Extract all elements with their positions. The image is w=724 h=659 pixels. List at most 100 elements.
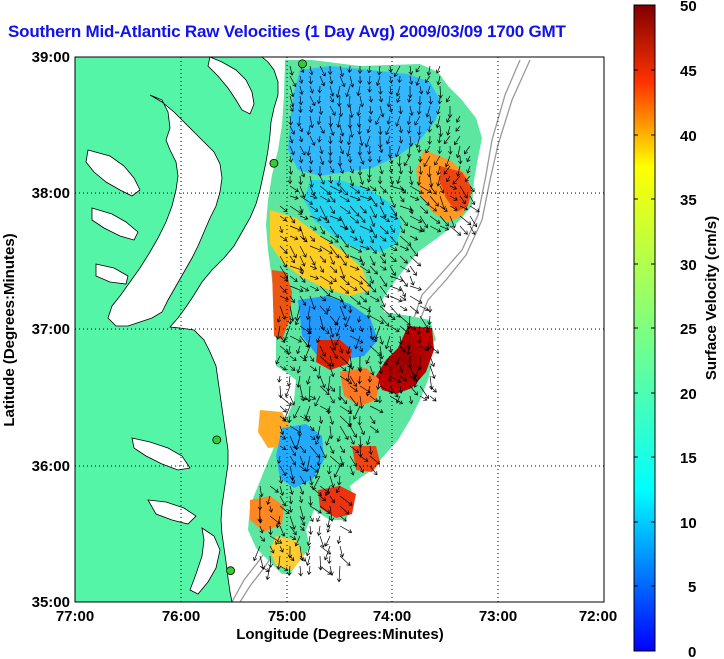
velocity-arrow	[359, 325, 364, 333]
velocity-arrow	[398, 135, 404, 144]
velocity-arrow	[415, 65, 421, 73]
velocity-arrow	[319, 535, 326, 548]
velocity-arrow	[268, 505, 274, 513]
velocity-arrow	[298, 565, 303, 577]
plot-frame	[74, 56, 605, 603]
velocity-arrow	[329, 245, 340, 259]
velocity-arrow	[289, 435, 297, 450]
velocity-arrow	[399, 205, 414, 212]
velocity-arrow	[389, 295, 403, 303]
velocity-arrow	[417, 95, 423, 106]
velocity-arrow	[346, 145, 351, 157]
velocity-arrow	[366, 125, 371, 134]
velocity-arrow	[409, 255, 422, 267]
velocity-arrow	[349, 205, 360, 217]
velocity-arrow	[349, 445, 360, 453]
velocity-arrow	[436, 175, 441, 187]
velocity-arrow	[299, 415, 308, 421]
x-tick-label: 74:00	[373, 608, 411, 625]
velocity-arrow	[349, 165, 354, 174]
velocity-arrow	[389, 385, 399, 398]
velocity-arrow	[286, 375, 292, 387]
velocity-arrow	[287, 415, 292, 424]
velocity-arrow	[399, 345, 406, 353]
velocity-arrow	[335, 325, 341, 337]
velocity-arrow	[459, 205, 469, 211]
velocity-arrow	[329, 325, 335, 338]
velocity-arrow	[349, 395, 358, 407]
velocity-arrow	[359, 195, 372, 201]
velocity-color-patch	[250, 496, 284, 532]
velocity-arrow	[339, 295, 347, 309]
velocity-arrow	[299, 285, 310, 292]
velocity-arrow	[365, 355, 371, 365]
velocity-arrow	[329, 185, 343, 193]
velocity-arrow	[339, 495, 353, 506]
velocity-arrow	[399, 295, 407, 301]
velocity-arrow	[293, 405, 301, 419]
velocity-arrow	[399, 365, 404, 374]
velocity-arrow	[279, 545, 284, 553]
velocity-arrow	[288, 165, 294, 175]
velocity-arrow	[369, 265, 378, 275]
velocity-arrow	[388, 345, 393, 354]
velocity-arrow	[279, 435, 287, 440]
velocity-arrow	[339, 285, 350, 294]
velocity-arrow	[359, 235, 364, 244]
velocity-color-patch	[270, 210, 370, 296]
velocity-arrow	[306, 385, 312, 403]
velocity-arrow	[406, 315, 412, 330]
velocity-arrow	[289, 65, 294, 76]
velocity-arrow	[407, 85, 413, 99]
velocity-arrow	[357, 125, 362, 135]
velocity-arrow	[309, 425, 315, 432]
velocity-arrow	[399, 285, 407, 298]
velocity-arrow	[288, 115, 293, 126]
velocity-arrow	[326, 375, 331, 392]
velocity-arrow	[339, 205, 351, 214]
velocity-arrow	[429, 395, 437, 402]
velocity-arrow	[359, 95, 365, 108]
velocity-arrow	[359, 215, 366, 224]
velocity-arrow	[326, 465, 332, 475]
velocity-arrow	[379, 315, 390, 327]
velocity-arrow	[308, 75, 313, 85]
velocity-arrow	[455, 145, 461, 159]
velocity-arrow	[276, 315, 282, 323]
velocity-arrow	[464, 175, 471, 183]
velocity-arrow	[378, 355, 383, 365]
velocity-arrow	[328, 75, 334, 85]
velocity-arrow	[339, 515, 347, 522]
velocity-arrow	[425, 105, 431, 118]
velocity-arrow	[403, 155, 411, 167]
velocity-arrow	[309, 395, 317, 400]
velocity-arrow	[339, 75, 346, 88]
velocity-arrow	[367, 85, 373, 93]
velocity-arrow	[349, 105, 354, 119]
velocity-arrow	[299, 245, 307, 258]
velocity-arrow	[443, 135, 451, 145]
velocity-arrow	[469, 225, 476, 236]
velocity-arrow	[389, 285, 402, 292]
velocity-arrow	[339, 125, 345, 137]
velocity-arrow	[399, 305, 408, 311]
velocity-arrow	[279, 235, 288, 241]
velocity-arrow	[357, 415, 362, 426]
velocity-arrow	[359, 175, 365, 185]
velocity-arrow	[429, 365, 436, 379]
velocity-color-patch	[272, 270, 292, 340]
velocity-arrow	[396, 175, 401, 185]
velocity-arrow	[374, 325, 381, 340]
velocity-arrow	[309, 505, 322, 514]
velocity-arrow	[253, 545, 261, 562]
velocity-arrow	[369, 295, 380, 302]
velocity-arrow	[379, 285, 390, 299]
velocity-arrow	[366, 175, 372, 183]
velocity-arrow	[299, 455, 305, 466]
velocity-arrow	[425, 75, 431, 84]
colorbar-tick-label: 35	[680, 192, 697, 209]
velocity-arrow	[329, 195, 336, 203]
velocity-arrow	[427, 306, 433, 313]
velocity-arrow	[339, 255, 347, 266]
velocity-arrow	[325, 435, 331, 446]
